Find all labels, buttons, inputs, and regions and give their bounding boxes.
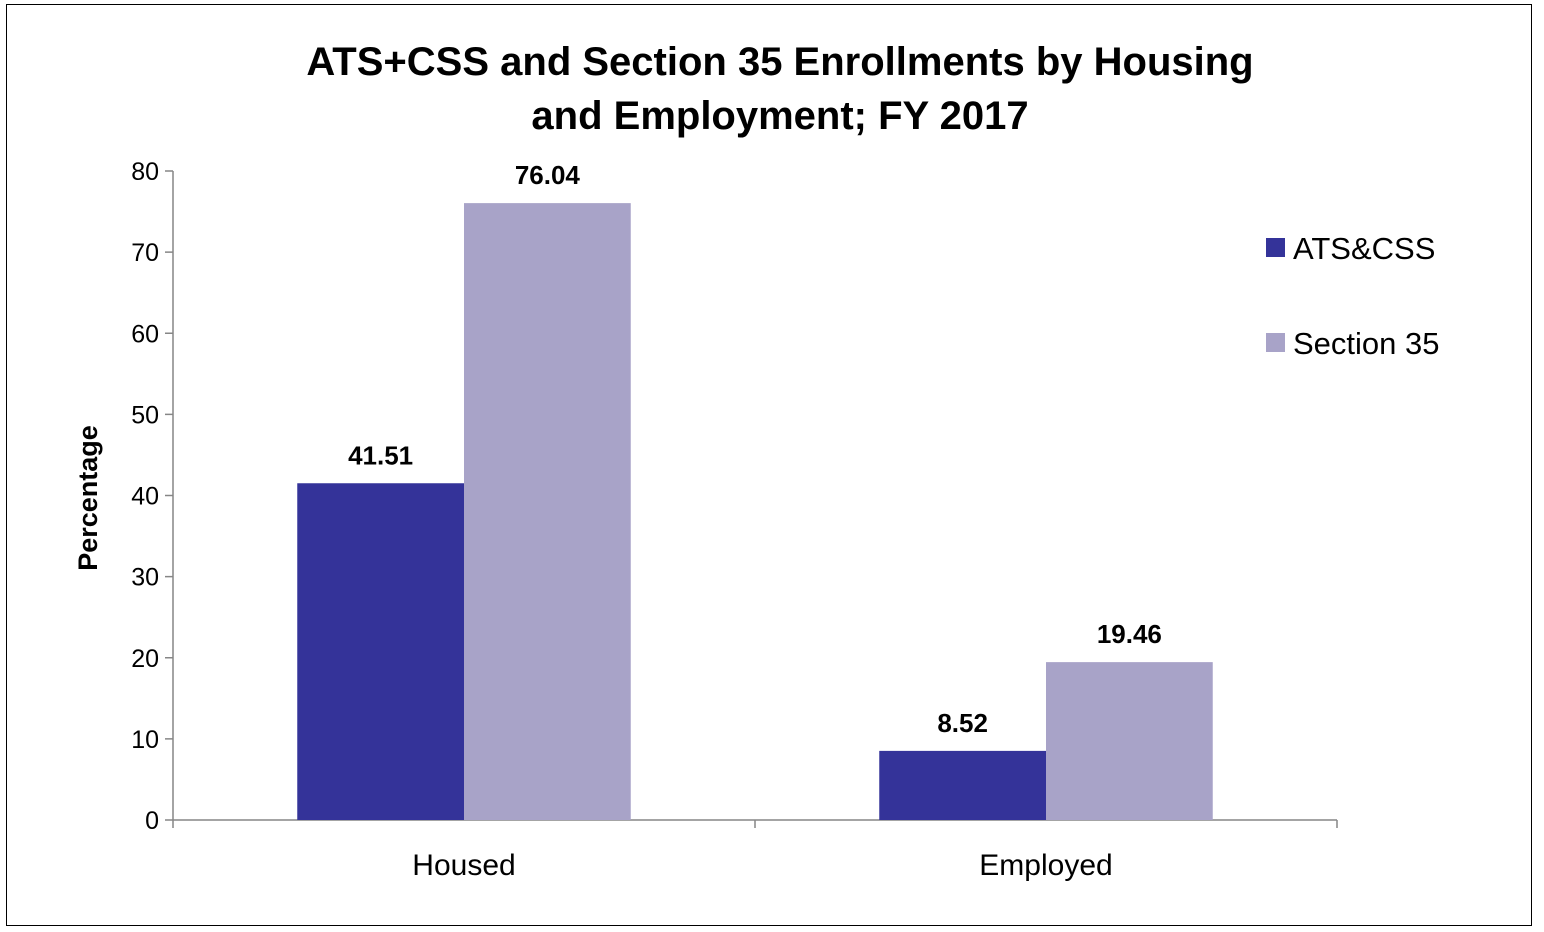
bar — [297, 483, 464, 820]
data-labels-group: 41.51 76.04 8.52 19.46 — [348, 160, 1162, 738]
y-tick-label: 50 — [131, 401, 159, 429]
legend-swatch — [1266, 333, 1285, 352]
y-tick-label: 80 — [131, 158, 159, 186]
y-tick-label: 60 — [131, 320, 159, 348]
y-tick-label: 20 — [131, 645, 159, 673]
bar — [1046, 662, 1213, 820]
legend-swatch — [1266, 238, 1285, 257]
bar — [464, 203, 631, 821]
data-label: 76.04 — [515, 160, 581, 190]
bar-chart: ATS+CSS and Section 35 Enrollments by Ho… — [73, 40, 1440, 882]
y-tick-label: 30 — [131, 564, 159, 592]
y-axis: 0 10 20 30 40 50 60 70 80 — [131, 158, 174, 835]
chart-frame: ATS+CSS and Section 35 Enrollments by Ho… — [6, 4, 1532, 926]
bars-group — [297, 203, 1213, 821]
chart-title-line-1: ATS+CSS and Section 35 Enrollments by Ho… — [306, 40, 1253, 84]
y-axis-label: Percentage — [73, 425, 103, 571]
data-label: 8.52 — [937, 708, 988, 738]
bar — [879, 750, 1046, 820]
data-label: 41.51 — [348, 440, 413, 470]
y-tick-label: 10 — [131, 726, 159, 754]
legend-entry: Section 35 — [1293, 326, 1440, 361]
data-label: 19.46 — [1097, 619, 1162, 649]
y-tick-label: 40 — [131, 483, 159, 511]
legend: ATS&CSS Section 35 — [1266, 231, 1440, 361]
x-category-label: Employed — [979, 849, 1112, 882]
chart-title-line-2: and Employment; FY 2017 — [531, 94, 1028, 138]
y-tick-label: 0 — [145, 807, 159, 835]
x-category-label: Housed — [412, 849, 515, 882]
legend-entry: ATS&CSS — [1293, 231, 1435, 266]
y-tick-label: 70 — [131, 239, 159, 267]
x-axis: Housed Employed — [172, 819, 1338, 882]
